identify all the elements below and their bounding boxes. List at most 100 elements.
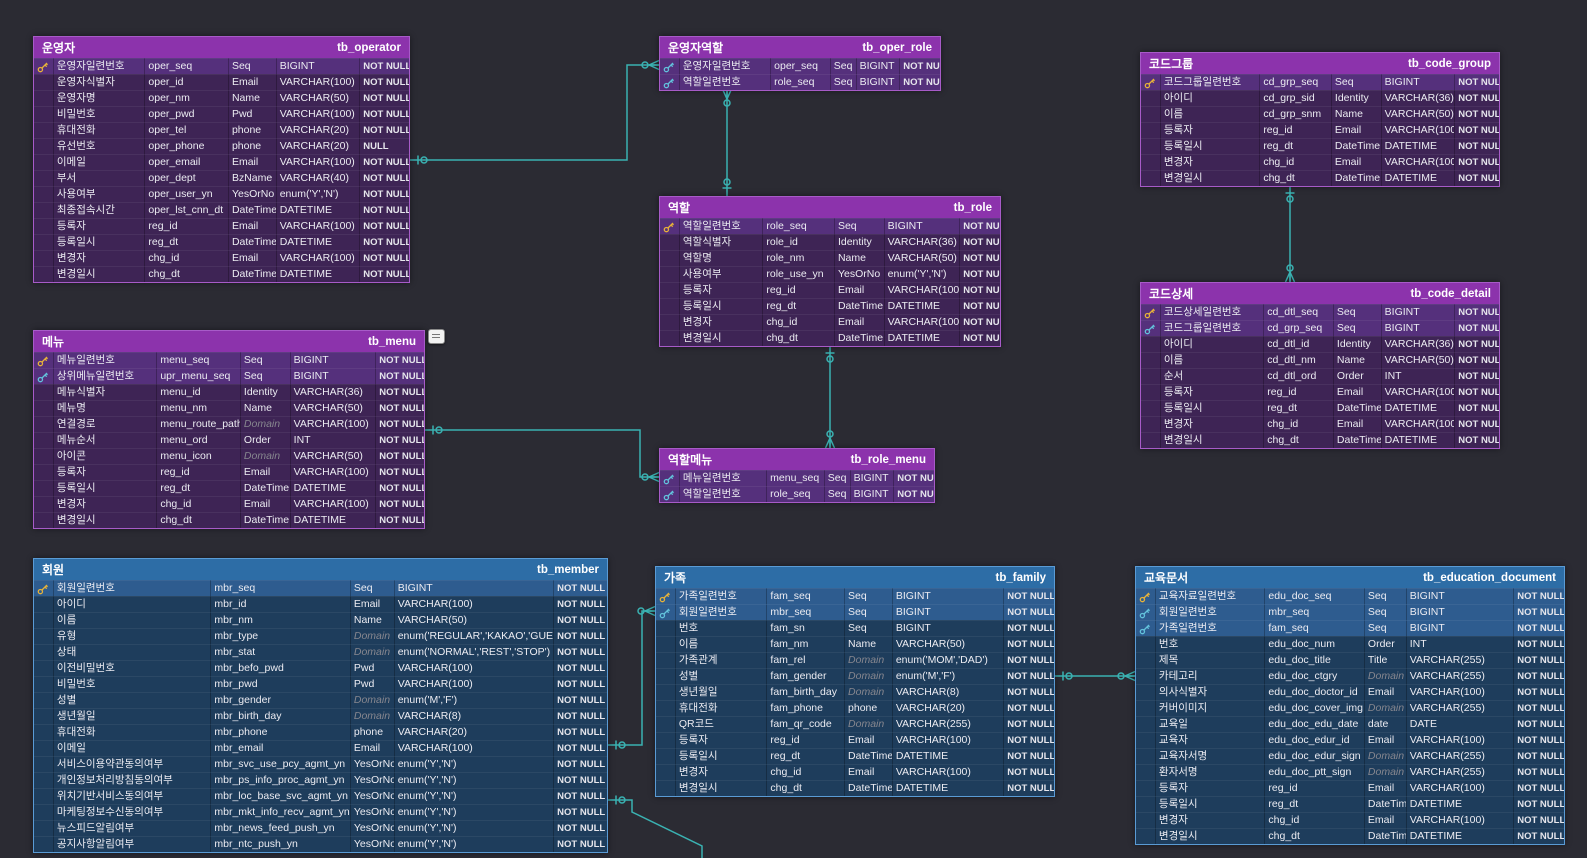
column-nullable[interactable]: NOT NULL bbox=[1455, 400, 1500, 416]
table-physical-name[interactable]: tb_code_group bbox=[1407, 57, 1491, 70]
column-physical-name[interactable]: oper_tel bbox=[145, 122, 229, 138]
column-domain[interactable]: Seq bbox=[830, 74, 857, 90]
table-header[interactable]: 코드그룹 tb_code_group bbox=[1141, 53, 1499, 74]
column-data-type[interactable]: enum('Y','N') bbox=[394, 772, 555, 788]
column-physical-name[interactable]: reg_id bbox=[767, 732, 846, 748]
table-header[interactable]: 코드상세 tb_code_detail bbox=[1141, 283, 1499, 304]
column-domain[interactable]: Identity bbox=[240, 384, 291, 400]
column-domain[interactable]: Seq bbox=[240, 368, 291, 384]
column-domain[interactable]: Seq bbox=[1333, 304, 1382, 320]
column-physical-name[interactable]: mbr_email bbox=[211, 740, 351, 756]
column-domain[interactable]: DateTime bbox=[1333, 432, 1382, 448]
column-domain[interactable]: Title bbox=[1364, 652, 1407, 668]
table-header[interactable]: 운영자 tb_operator bbox=[34, 37, 409, 58]
column-physical-name[interactable]: menu_id bbox=[157, 384, 241, 400]
column-nullable[interactable]: NOT NULL bbox=[1455, 432, 1500, 448]
table-physical-name[interactable]: tb_role_menu bbox=[850, 453, 926, 466]
column-logical-name[interactable]: 가족일련번호 bbox=[1155, 620, 1266, 636]
column-domain[interactable]: Email bbox=[240, 496, 291, 512]
column-data-type[interactable]: VARCHAR(100) bbox=[1406, 780, 1515, 796]
column-physical-name[interactable]: chg_id bbox=[1260, 154, 1332, 170]
column-row-fam_rel[interactable]: 가족관계 fam_rel Domain enum('MOM','DAD') NOT NU… bbox=[656, 652, 1054, 668]
column-physical-name[interactable]: fam_gender bbox=[767, 668, 846, 684]
column-data-type[interactable]: DATETIME bbox=[276, 202, 361, 218]
column-nullable[interactable]: NOT NULL bbox=[360, 154, 409, 170]
column-physical-name[interactable]: fam_birth_day bbox=[767, 684, 846, 700]
column-data-type[interactable]: VARCHAR(100) bbox=[1381, 154, 1456, 170]
column-physical-name[interactable]: cd_grp_seq bbox=[1264, 320, 1334, 336]
column-nullable[interactable]: NOT NULL bbox=[1514, 684, 1565, 700]
column-logical-name[interactable]: 이전비밀번호 bbox=[53, 660, 212, 676]
column-domain[interactable]: Domain bbox=[845, 716, 893, 732]
column-nullable[interactable]: NOT NULL bbox=[1004, 732, 1054, 748]
column-data-type[interactable]: BIGINT bbox=[290, 352, 377, 368]
column-nullable[interactable]: NOT NULL bbox=[554, 772, 607, 788]
column-data-type[interactable]: VARCHAR(255) bbox=[1406, 668, 1515, 684]
column-physical-name[interactable]: mbr_birth_day bbox=[211, 708, 351, 724]
column-domain[interactable]: phone bbox=[228, 138, 277, 154]
column-physical-name[interactable]: oper_pwd bbox=[145, 106, 229, 122]
column-nullable[interactable]: NOT NULL bbox=[554, 660, 607, 676]
column-domain[interactable]: Identity bbox=[1333, 336, 1382, 352]
column-data-type[interactable]: VARCHAR(255) bbox=[1406, 700, 1515, 716]
column-domain[interactable]: Email bbox=[845, 764, 893, 780]
column-data-type[interactable]: BIGINT bbox=[856, 58, 901, 74]
column-domain[interactable]: Name bbox=[228, 90, 277, 106]
column-physical-name[interactable]: upr_menu_seq bbox=[157, 368, 241, 384]
column-nullable[interactable]: NOT NULL bbox=[1514, 796, 1565, 812]
column-nullable[interactable]: NOT NULL bbox=[376, 496, 424, 512]
table-physical-name[interactable]: tb_family bbox=[995, 571, 1047, 584]
column-data-type[interactable]: VARCHAR(255) bbox=[892, 716, 1005, 732]
table-tb_member[interactable]: 회원 tb_member 회원일련번호 mbr_seq Seq BIGINT NOT NUL… bbox=[33, 558, 608, 853]
column-logical-name[interactable]: 운영자일련번호 bbox=[679, 58, 772, 74]
column-logical-name[interactable]: 아이디 bbox=[1160, 90, 1261, 106]
column-row-mbr_nm[interactable]: 이름 mbr_nm Name VARCHAR(50) NOT NULL bbox=[34, 612, 607, 628]
column-row-mbr_pwd[interactable]: 비밀번호 mbr_pwd Pwd VARCHAR(100) NOT NULL bbox=[34, 676, 607, 692]
column-logical-name[interactable]: 이메일 bbox=[53, 154, 146, 170]
column-logical-name[interactable]: 환자서명 bbox=[1155, 764, 1266, 780]
column-logical-name[interactable]: 등록자 bbox=[53, 464, 158, 480]
column-domain[interactable]: Email bbox=[350, 596, 395, 612]
column-domain[interactable]: DateTime bbox=[834, 298, 885, 314]
column-logical-name[interactable]: 운영자식별자 bbox=[53, 74, 146, 90]
column-data-type[interactable]: BIGINT bbox=[850, 486, 895, 502]
column-row-edu_doc_ptt_sign[interactable]: 환자서명 edu_doc_ptt_sign Domain VARCHAR(255) NO… bbox=[1136, 764, 1565, 780]
column-logical-name[interactable]: 부서 bbox=[53, 170, 146, 186]
column-nullable[interactable]: NOT NULL bbox=[360, 234, 409, 250]
column-domain[interactable]: Seq bbox=[834, 218, 885, 234]
column-physical-name[interactable]: role_id bbox=[763, 234, 835, 250]
column-logical-name[interactable]: QR코드 bbox=[675, 716, 768, 732]
column-nullable[interactable]: NOT NULL bbox=[1455, 170, 1499, 186]
column-physical-name[interactable]: reg_id bbox=[145, 218, 229, 234]
column-nullable[interactable]: NOT NULL bbox=[554, 820, 607, 836]
column-logical-name[interactable]: 변경자 bbox=[1155, 812, 1266, 828]
column-logical-name[interactable]: 카테고리 bbox=[1155, 668, 1266, 684]
column-data-type[interactable]: VARCHAR(100) bbox=[1381, 416, 1456, 432]
column-row-oper_dept[interactable]: 부서 oper_dept BzName VARCHAR(40) NOT NULL bbox=[34, 170, 409, 186]
column-logical-name[interactable]: 등록자 bbox=[675, 732, 768, 748]
column-physical-name[interactable]: mbr_pwd bbox=[211, 676, 351, 692]
column-data-type[interactable]: enum('MOM','DAD') bbox=[892, 652, 1005, 668]
column-data-type[interactable]: INT bbox=[1381, 368, 1456, 384]
column-logical-name[interactable]: 등록자 bbox=[1160, 122, 1261, 138]
column-nullable[interactable]: NOT NULL bbox=[376, 464, 424, 480]
column-logical-name[interactable]: 등록일시 bbox=[1160, 400, 1265, 416]
column-domain[interactable]: Seq bbox=[1364, 620, 1407, 636]
column-nullable[interactable]: NOT NULL bbox=[1514, 780, 1565, 796]
table-logical-name[interactable]: 운영자 bbox=[42, 41, 76, 55]
column-physical-name[interactable]: mbr_stat bbox=[211, 644, 351, 660]
column-data-type[interactable]: VARCHAR(100) bbox=[1381, 122, 1456, 138]
column-physical-name[interactable]: menu_ord bbox=[157, 432, 241, 448]
table-physical-name[interactable]: tb_role bbox=[953, 201, 992, 214]
column-row-mbr_phone[interactable]: 휴대전화 mbr_phone phone VARCHAR(20) NOT NULL bbox=[34, 724, 607, 740]
column-domain[interactable]: Email bbox=[228, 250, 277, 266]
column-data-type[interactable]: VARCHAR(40) bbox=[276, 170, 361, 186]
column-domain[interactable]: Email bbox=[845, 732, 893, 748]
column-data-type[interactable]: BIGINT bbox=[850, 470, 895, 486]
column-logical-name[interactable]: 유형 bbox=[53, 628, 212, 644]
